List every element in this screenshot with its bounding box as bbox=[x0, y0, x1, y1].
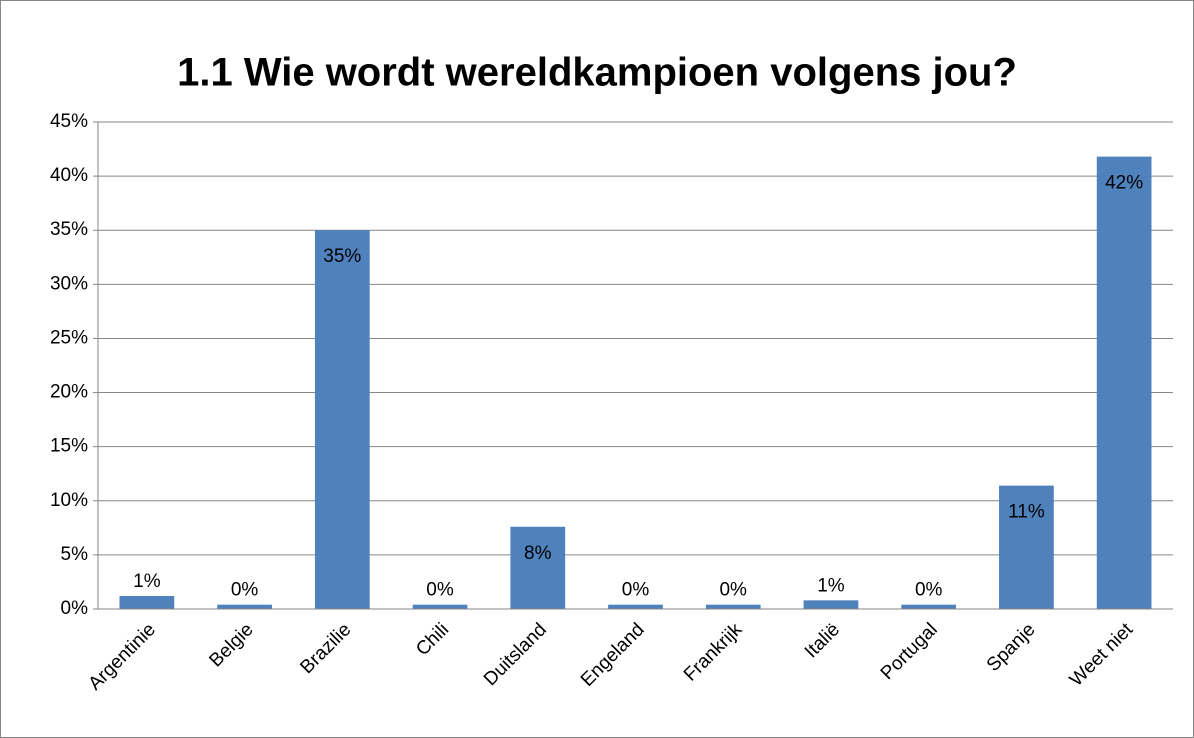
data-label: 0% bbox=[622, 580, 650, 601]
y-tick-label: 10% bbox=[50, 490, 88, 511]
bar bbox=[217, 604, 272, 609]
chart-title: 1.1 Wie wordt wereldkampioen volgens jou… bbox=[177, 51, 1017, 95]
y-tick-label: 15% bbox=[50, 436, 88, 457]
data-label: 0% bbox=[231, 580, 259, 601]
bar bbox=[510, 526, 566, 609]
bar bbox=[1096, 156, 1152, 609]
bar bbox=[705, 604, 761, 609]
data-label: 0% bbox=[719, 580, 747, 601]
data-label: 0% bbox=[426, 580, 454, 601]
y-tick-label: 5% bbox=[61, 544, 89, 565]
data-label: 42% bbox=[1105, 173, 1143, 194]
bar bbox=[412, 604, 468, 609]
y-tick-label: 45% bbox=[50, 111, 88, 132]
data-label: 1% bbox=[817, 575, 845, 596]
bar bbox=[803, 600, 859, 609]
data-label: 8% bbox=[524, 543, 552, 564]
data-label: 11% bbox=[1008, 502, 1045, 523]
data-label: 1% bbox=[133, 571, 161, 592]
y-tick-label: 40% bbox=[50, 165, 88, 186]
data-label: 0% bbox=[915, 580, 943, 601]
y-tick-label: 35% bbox=[50, 219, 88, 240]
y-tick-label: 0% bbox=[61, 598, 89, 619]
y-tick-label: 25% bbox=[50, 327, 88, 348]
bar bbox=[999, 485, 1054, 609]
bar bbox=[901, 604, 957, 609]
bar bbox=[608, 604, 663, 609]
data-label: 35% bbox=[323, 246, 361, 267]
bar bbox=[314, 230, 370, 609]
y-tick-label: 30% bbox=[50, 273, 88, 294]
y-tick-label: 20% bbox=[50, 382, 88, 403]
bar bbox=[119, 596, 175, 609]
